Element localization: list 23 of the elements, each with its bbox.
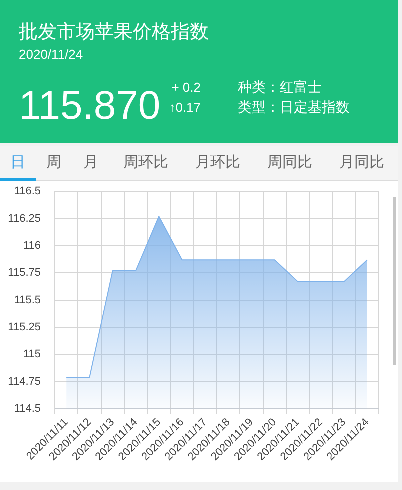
text: 115.870 [19,84,161,128]
y-tick-label: 115.75 [8,267,41,280]
text: 月同比 [340,153,384,171]
text: 月 [84,153,98,171]
text: 周环比 [124,153,168,171]
text: + 0.2 [170,80,201,95]
text: ↑0.17 [168,100,201,115]
text: 日 [10,153,26,171]
chart-title: 批发市场苹果价格指数 [19,21,209,43]
text: 类型：日定基指数 [238,100,350,116]
text: 周同比 [268,153,312,171]
text: 种类：红富士 [238,80,322,96]
y-tick-label: 115.25 [8,322,41,334]
y-tick-label: 116.25 [8,212,41,225]
y-tick-label: 116.5 [14,186,41,198]
y-tick-label: 115 [23,348,41,361]
text: 月环比 [196,153,240,171]
y-tick-label: 116 [23,240,41,252]
y-tick-label: 114.75 [8,376,41,388]
chart-subtitle: 2020/11/24 [19,47,84,62]
y-tick-label: 115.5 [14,294,41,306]
y-tick-label: 114.5 [14,403,41,416]
text: 周 [46,153,62,171]
